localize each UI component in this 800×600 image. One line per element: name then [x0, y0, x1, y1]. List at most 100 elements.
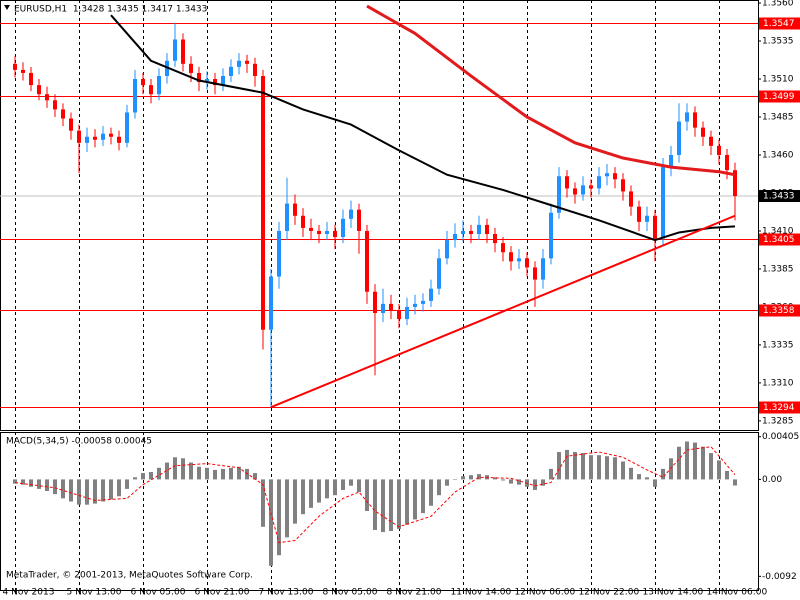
macd-panel: [0, 432, 759, 591]
macd-bar: [725, 470, 729, 480]
macd-bar: [365, 479, 369, 511]
macd-bar: [93, 479, 97, 504]
macd-bar: [621, 461, 625, 480]
level-tag: [759, 233, 800, 246]
macd-bar: [709, 453, 713, 480]
macd-bar: [589, 455, 593, 480]
candle-body: [125, 112, 129, 143]
macd-bar: [309, 479, 313, 508]
macd-bar: [229, 467, 233, 480]
macd-bar: [517, 479, 521, 485]
x-tick-label: 13 Nov 14:00: [643, 588, 704, 598]
candle-body: [605, 173, 609, 177]
candle-body: [101, 133, 105, 140]
x-tick-label: 14 Nov 06:00: [707, 588, 768, 598]
candle-body: [253, 63, 257, 76]
menu-icon[interactable]: [4, 5, 10, 10]
candle-body: [269, 276, 273, 330]
candle-body: [365, 230, 369, 292]
macd-title: MACD(5,34,5) -0.00058 0.00045: [6, 437, 152, 447]
candle-body: [717, 145, 721, 155]
y-tick-label: 1.3410: [762, 226, 794, 236]
signal-line: [14, 446, 736, 544]
macd-bar: [277, 479, 281, 556]
candle-body: [725, 154, 729, 171]
macd-bar: [261, 479, 265, 527]
candle-body: [709, 136, 713, 146]
macd-bar: [381, 479, 385, 533]
candle-body: [61, 109, 65, 119]
x-tick-label: 8 Nov 05:00: [323, 588, 378, 598]
macd-bar: [133, 477, 137, 480]
candle-body: [645, 215, 649, 222]
macd-bar: [221, 468, 225, 480]
copyright: MetaTrader, © 2001-2013, MetaQuotes Soft…: [6, 571, 253, 581]
macd-bar: [661, 468, 665, 480]
candle-body: [557, 176, 561, 213]
candle-body: [13, 63, 17, 70]
macd-bar: [613, 457, 617, 480]
y-tick-label: 1.3535: [762, 37, 794, 47]
macd-bar: [389, 479, 393, 532]
candle-body: [301, 215, 305, 228]
candle-body: [461, 230, 465, 234]
candle-body: [325, 230, 329, 234]
candle-body: [45, 94, 49, 101]
macd-bar: [373, 479, 377, 530]
macd-bar: [21, 479, 25, 485]
level-label: 1.3547: [763, 19, 795, 29]
macd-bar: [693, 442, 697, 480]
candle-body: [589, 185, 593, 189]
candle-body: [509, 252, 513, 262]
axes: 4 Nov 2013 5 Nov 13:00 6 Nov 05:00 6 Nov 21…: [3, 0, 800, 598]
candle-body: [341, 218, 345, 238]
candle-body: [373, 291, 377, 314]
y-tick-label: 0.00405: [762, 432, 799, 442]
macd-bar: [317, 479, 321, 503]
candle-body: [525, 258, 529, 268]
y-tick-label: 1.3485: [762, 112, 794, 122]
macd-bar: [13, 479, 17, 484]
candle-body: [733, 170, 737, 197]
candle-body: [669, 154, 673, 168]
macd-bar: [541, 479, 545, 486]
macd-bar: [37, 479, 41, 489]
macd-bar: [493, 477, 497, 480]
macd-bar: [157, 467, 161, 480]
candle-body: [93, 136, 97, 140]
candle-body: [37, 85, 41, 95]
candle-body: [685, 112, 689, 122]
macd-bar: [237, 466, 241, 480]
level-label: 1.3499: [763, 92, 795, 102]
candle-body: [349, 209, 353, 219]
macd-bar: [637, 474, 641, 480]
y-tick-label: 1.3285: [762, 416, 794, 426]
candle-body: [309, 227, 313, 231]
candle-body: [477, 224, 481, 234]
level-label: 1.3294: [763, 403, 795, 413]
candle-body: [493, 233, 497, 244]
x-tick-label: 5 Nov 13:00: [67, 588, 122, 598]
y-tick-label: 1.3335: [762, 340, 794, 350]
macd-bar: [581, 453, 585, 480]
macd-bar: [685, 441, 689, 480]
macd-plot: [13, 432, 737, 590]
macd-bar: [141, 473, 145, 480]
candle-body: [21, 69, 25, 73]
macd-bar: [181, 458, 185, 480]
macd-bar: [653, 479, 657, 487]
macd-bar: [701, 446, 705, 480]
macd-bar: [29, 479, 33, 487]
y-tick-label: 1.3560: [762, 0, 794, 9]
x-tick-label: 12 Nov 06:00: [515, 588, 576, 598]
moving-average: [110, 14, 736, 242]
candle-body: [693, 112, 697, 128]
candle-body: [213, 79, 217, 86]
trend-line: [270, 214, 736, 409]
candle-body: [285, 203, 289, 231]
candle-body: [237, 60, 241, 67]
macd-bar: [253, 473, 257, 480]
macd-bar: [533, 479, 537, 490]
macd-bar: [189, 462, 193, 480]
macd-bar: [445, 479, 449, 486]
